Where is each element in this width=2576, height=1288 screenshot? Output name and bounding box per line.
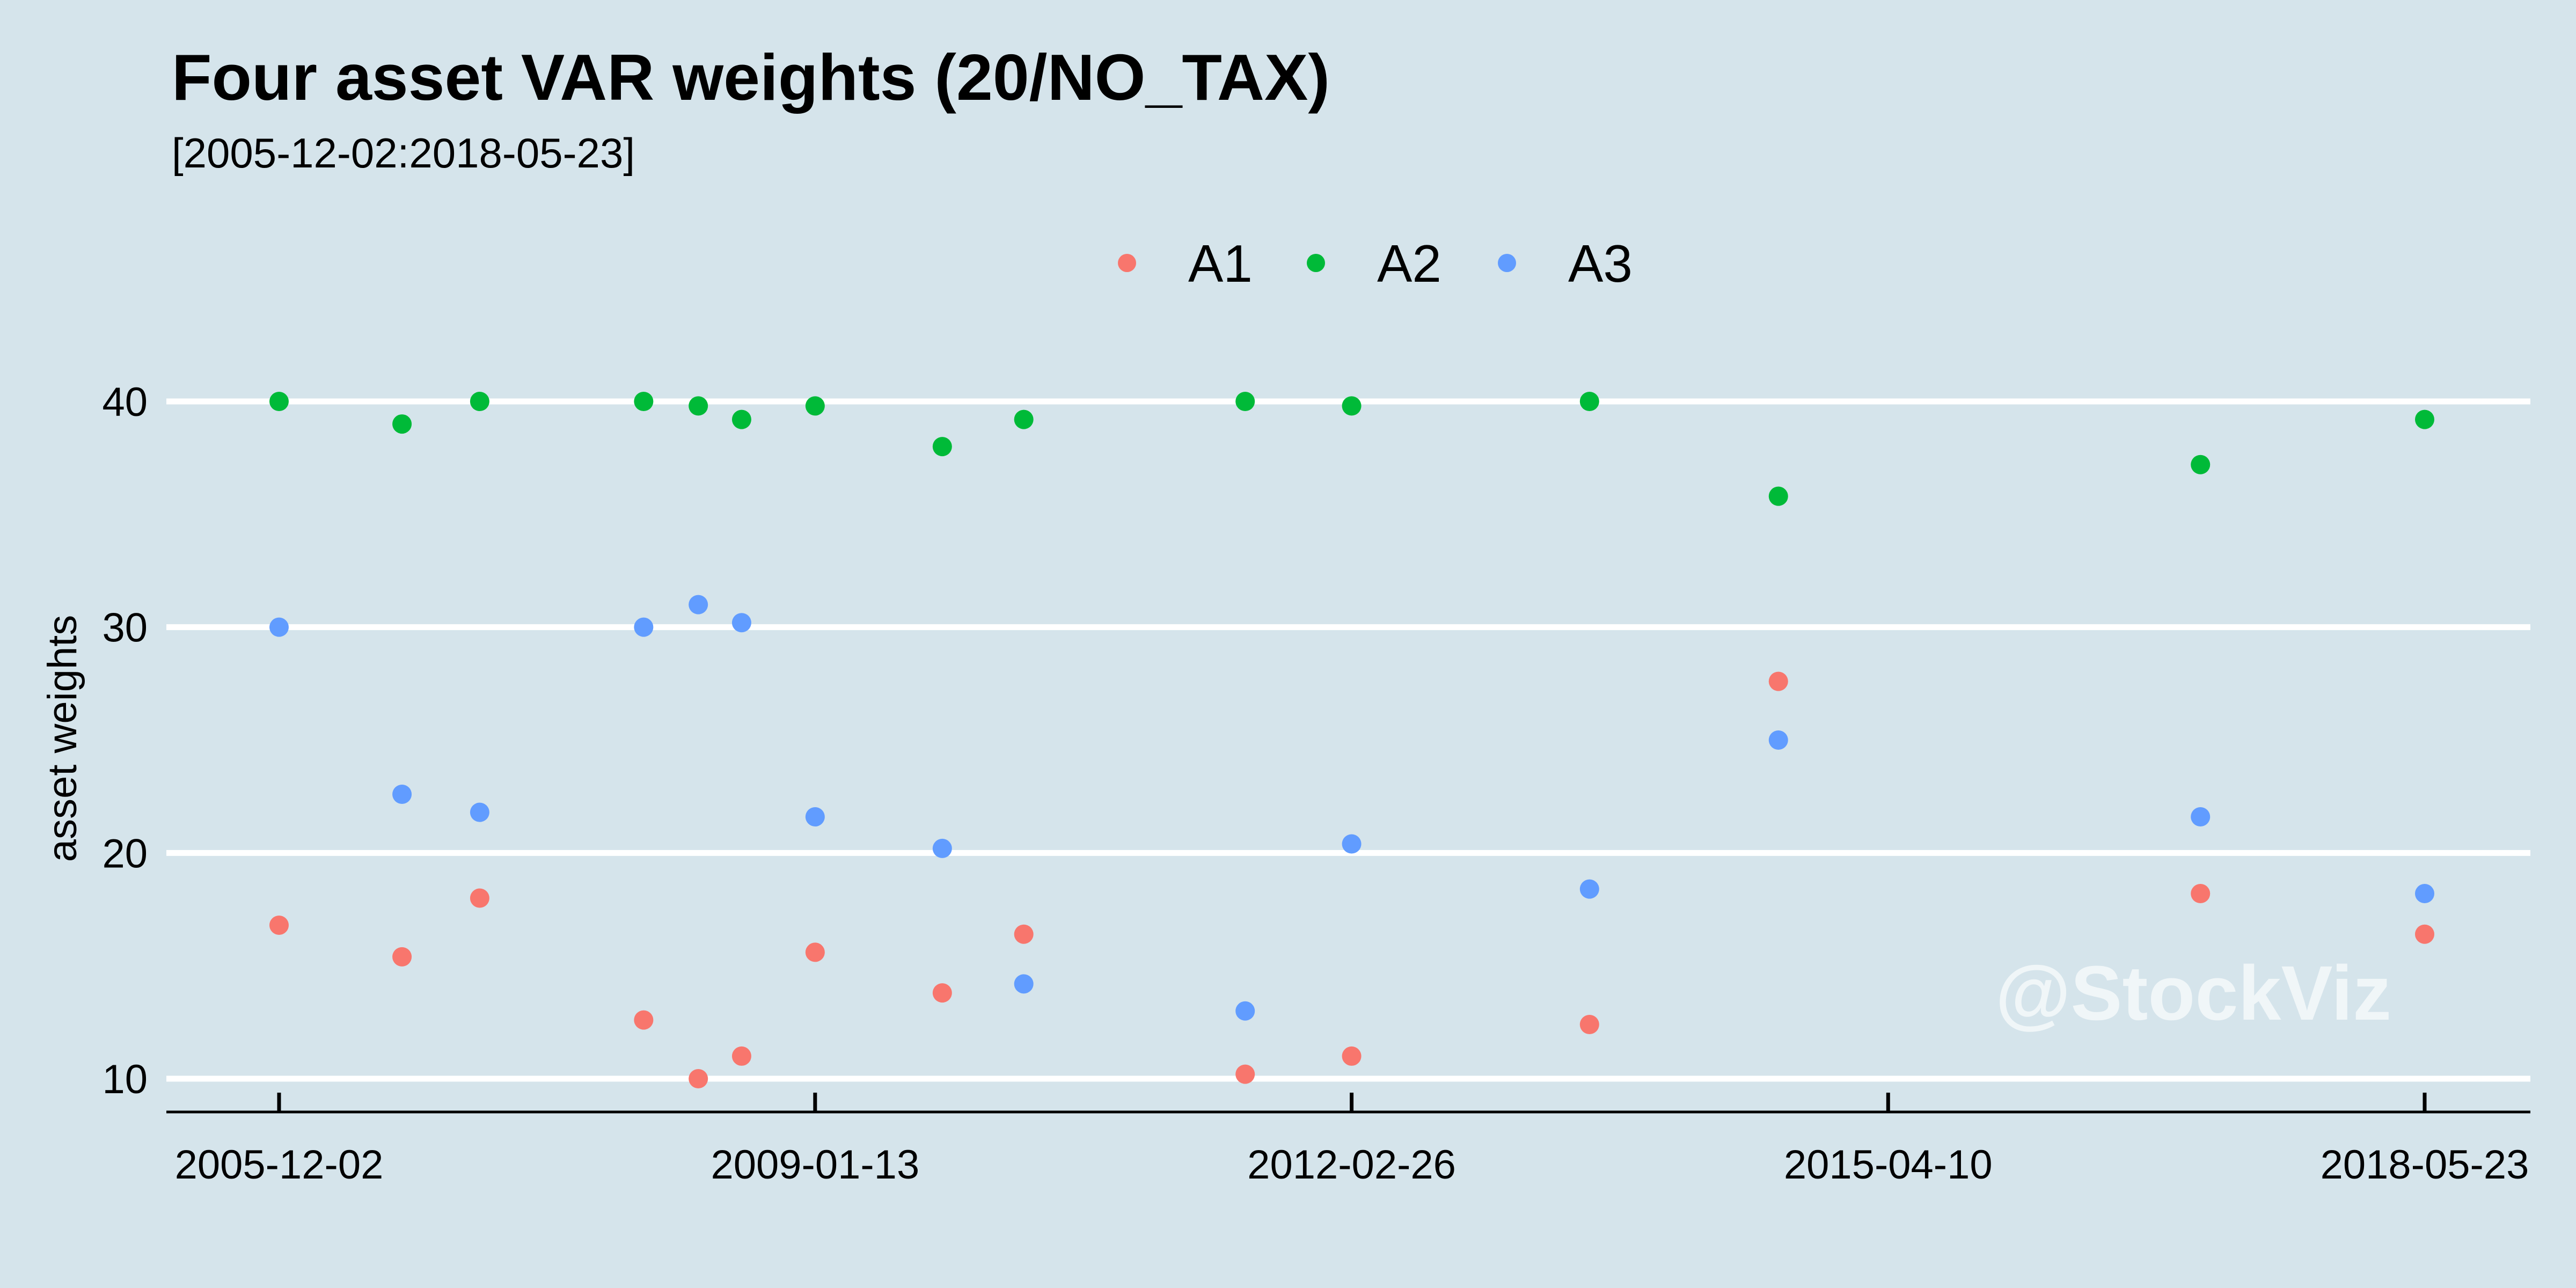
- data-point: [634, 392, 654, 411]
- series-a2: [269, 392, 2434, 506]
- data-point: [1235, 1064, 1255, 1084]
- series-a1: [269, 671, 2434, 1088]
- data-point: [689, 396, 708, 416]
- data-point: [1768, 671, 1788, 691]
- data-point: [392, 947, 412, 967]
- legend-label: A1: [1188, 234, 1253, 293]
- data-point: [1014, 924, 1034, 944]
- data-point: [2191, 807, 2211, 827]
- data-point: [731, 613, 751, 633]
- data-point: [1342, 834, 1362, 854]
- data-point: [2415, 884, 2434, 904]
- data-point: [2415, 924, 2434, 944]
- data-point: [689, 595, 708, 614]
- data-point: [932, 838, 952, 858]
- data-point: [1235, 1001, 1255, 1021]
- data-point: [1014, 409, 1034, 429]
- y-tick-label: 20: [102, 831, 148, 876]
- data-point: [269, 392, 289, 411]
- x-tick-label: 2018-05-23: [2321, 1142, 2529, 1188]
- series-a3: [269, 595, 2434, 1021]
- data-point: [392, 414, 412, 434]
- data-points: [269, 392, 2434, 1088]
- x-tick-label: 2005-12-02: [175, 1142, 384, 1188]
- y-tick-label: 10: [102, 1057, 148, 1102]
- data-point: [392, 784, 412, 804]
- data-point: [2415, 409, 2434, 429]
- chart-subtitle: [2005-12-02:2018-05-23]: [172, 129, 635, 177]
- x-axis-ticks: 2005-12-02 2009-01-13 2012-02-26 2015-04-10…: [175, 1093, 2529, 1188]
- data-point: [2191, 884, 2211, 904]
- legend-item-a2: A2: [1307, 234, 1441, 293]
- x-tick-label: 2009-01-13: [711, 1142, 919, 1188]
- y-axis-ticks: 10 20 30 40: [102, 379, 148, 1102]
- data-point: [805, 396, 825, 416]
- data-point: [470, 392, 489, 411]
- data-point: [470, 802, 489, 822]
- x-tick-label: 2015-04-10: [1784, 1142, 1993, 1188]
- x-tick-label: 2012-02-26: [1247, 1142, 1456, 1188]
- y-tick-label: 30: [102, 605, 148, 651]
- legend-swatch: [1498, 254, 1516, 272]
- data-point: [731, 409, 751, 429]
- legend-item-a3: A3: [1498, 234, 1633, 293]
- data-point: [634, 1010, 654, 1030]
- data-point: [1235, 392, 1255, 411]
- legend-item-a1: A1: [1118, 234, 1253, 293]
- data-point: [1768, 730, 1788, 750]
- data-point: [269, 915, 289, 935]
- data-point: [1768, 486, 1788, 506]
- legend-swatch: [1118, 254, 1136, 272]
- data-point: [269, 617, 289, 637]
- data-point: [634, 617, 654, 637]
- data-point: [1014, 974, 1034, 994]
- data-point: [805, 942, 825, 962]
- data-point: [1579, 1015, 1599, 1035]
- data-point: [1579, 392, 1599, 411]
- legend: A1 A2 A3: [1118, 234, 1633, 293]
- data-point: [470, 888, 489, 908]
- data-point: [2191, 455, 2211, 474]
- data-point: [731, 1046, 751, 1066]
- chart-title: Four asset VAR weights (20/NO_TAX): [172, 41, 1330, 114]
- legend-label: A2: [1377, 234, 1441, 293]
- legend-label: A3: [1568, 234, 1633, 293]
- data-point: [805, 807, 825, 827]
- data-point: [932, 983, 952, 1003]
- watermark: @StockViz: [1995, 950, 2391, 1036]
- data-point: [1342, 396, 1362, 416]
- y-tick-label: 40: [102, 379, 148, 425]
- data-point: [932, 437, 952, 457]
- data-point: [1342, 1046, 1362, 1066]
- data-point: [689, 1069, 708, 1088]
- legend-swatch: [1307, 254, 1325, 272]
- y-axis-title: asset weights: [40, 615, 85, 862]
- data-point: [1579, 879, 1599, 899]
